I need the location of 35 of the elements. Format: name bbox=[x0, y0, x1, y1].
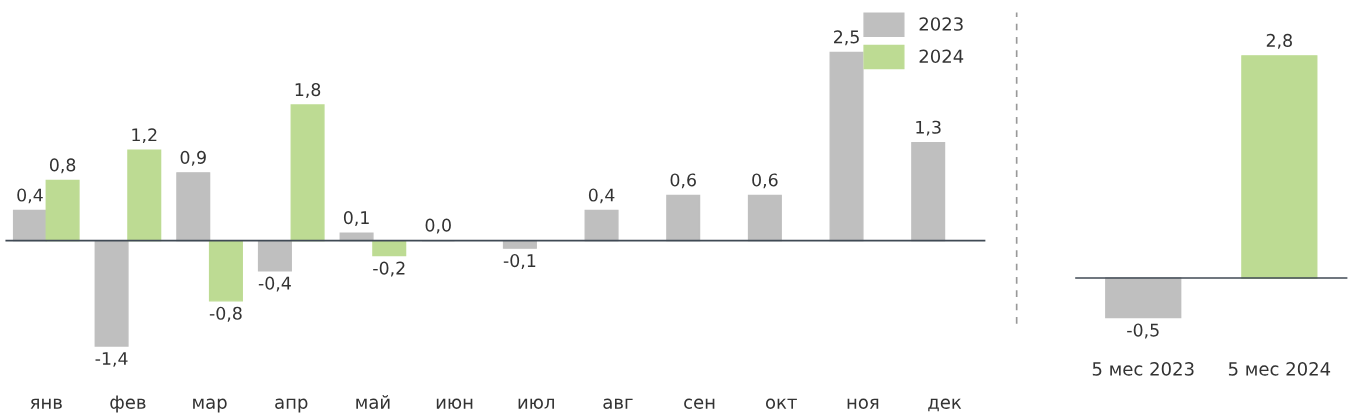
legend-label: 2023 bbox=[919, 17, 963, 31]
data-label: 2,8 bbox=[1266, 33, 1292, 49]
data-label: 0,6 bbox=[670, 173, 696, 189]
data-label: 0,8 bbox=[49, 158, 76, 174]
x-tick-label: фев bbox=[110, 395, 146, 413]
data-label: 0,6 bbox=[752, 173, 778, 189]
x-tick-label: дек bbox=[928, 398, 962, 412]
data-label: 0,4 bbox=[588, 188, 615, 204]
data-label: 1,2 bbox=[132, 128, 157, 144]
data-label: -1,4 bbox=[95, 352, 128, 367]
data-label: 0,1 bbox=[343, 211, 369, 226]
x-tick-label: июл bbox=[518, 398, 554, 409]
data-label: 0,0 bbox=[425, 218, 451, 234]
data-label: -0,2 bbox=[373, 261, 405, 277]
data-label: 1,8 bbox=[295, 83, 321, 98]
data-label: -0,5 bbox=[1127, 323, 1159, 339]
x-tick-label: ноя bbox=[847, 398, 879, 409]
data-label: 0,4 bbox=[17, 188, 43, 204]
data-label: 1,3 bbox=[916, 120, 941, 136]
x-tick-label: 5 мес 2023 bbox=[1092, 362, 1194, 376]
data-label: 0,9 bbox=[180, 150, 206, 166]
x-tick-label: 5 мес 2024 bbox=[1228, 362, 1331, 376]
x-tick-label: окт bbox=[765, 398, 797, 409]
x-tick-label: апр bbox=[275, 398, 308, 413]
x-tick-label: июн bbox=[436, 398, 473, 409]
data-label: -0,8 bbox=[209, 306, 242, 322]
x-tick-label: май bbox=[356, 395, 390, 409]
x-tick-label: авг bbox=[603, 398, 633, 409]
x-tick-label: сен bbox=[684, 398, 715, 409]
data-label: 2,5 bbox=[834, 30, 859, 46]
x-tick-label: мар bbox=[193, 398, 227, 413]
x-tick-label: янв bbox=[30, 398, 62, 409]
legend-label: 2024 bbox=[919, 49, 964, 64]
data-label: -0,4 bbox=[258, 276, 291, 292]
data-label: -0,1 bbox=[503, 254, 536, 269]
